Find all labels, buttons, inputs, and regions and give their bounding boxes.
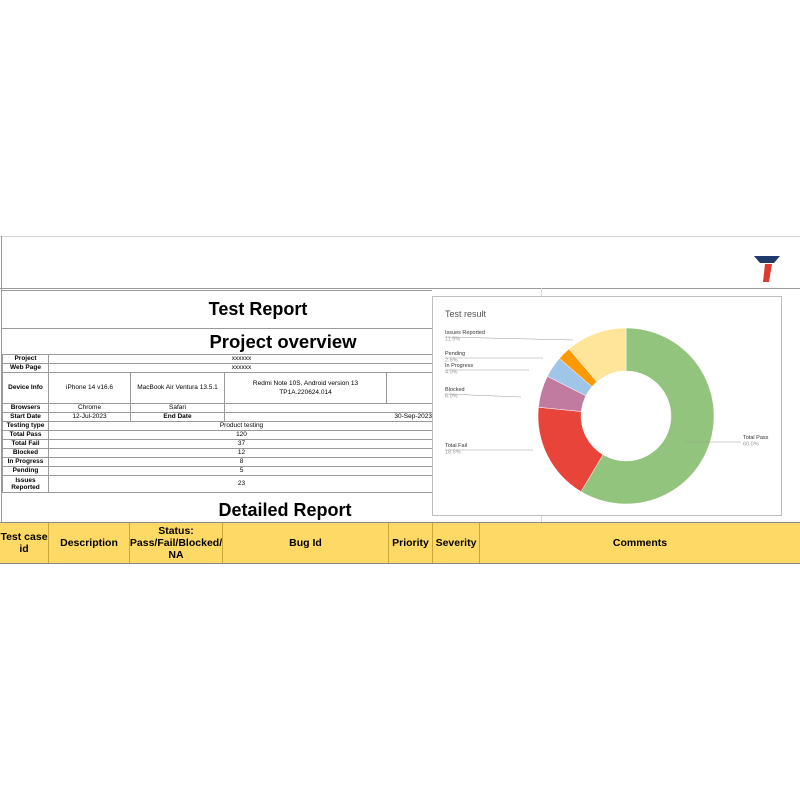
end-date-value: 30-Sep-2023: [224, 412, 435, 422]
table-row: Start Date 12-Jul-2023 End Date 30-Sep-2…: [2, 412, 435, 422]
leader-line-issues-reported: [444, 336, 574, 341]
report-title: Test Report: [208, 299, 308, 319]
table-row: Total Fail 37: [2, 439, 435, 449]
device-cell: Redmi Note 10S, Android version 13 TP1A.…: [224, 372, 387, 404]
total-fail-value: 37: [48, 439, 435, 449]
project-label: Project: [2, 354, 49, 364]
table-row: Web Page xxxxxx: [2, 363, 435, 373]
table-row: Pending 5: [2, 466, 435, 476]
project-overview-heading: Project overview: [209, 331, 357, 352]
column-header-description[interactable]: Description: [49, 523, 130, 563]
in-progress-value: 8: [48, 457, 435, 467]
browser-cell: Safari: [130, 403, 225, 413]
divider: [2, 290, 432, 291]
total-fail-label: Total Fail: [2, 439, 49, 449]
start-date-label: Start Date: [2, 412, 49, 422]
label-pending: Pending: [445, 351, 465, 357]
table-row: In Progress 8: [2, 457, 435, 467]
table-row: Browsers Chrome Safari: [2, 403, 435, 413]
label-blocked: Blocked: [445, 387, 465, 393]
pct-pending: 2.5%: [445, 358, 458, 364]
grid-line: [1, 236, 2, 562]
blocked-label: Blocked: [2, 448, 49, 458]
grid-line: [0, 288, 800, 289]
column-header-priority[interactable]: Priority: [389, 523, 433, 563]
start-date-value: 12-Jul-2023: [48, 412, 131, 422]
slice-issues-reported[interactable]: [568, 327, 627, 383]
grid-line: [541, 288, 542, 296]
chart-title: Test result: [445, 309, 487, 319]
device-label: Device Info: [2, 372, 49, 404]
detailed-report-heading: Detailed Report: [218, 500, 352, 520]
column-header-severity[interactable]: Severity: [433, 523, 480, 563]
end-date-label: End Date: [130, 412, 225, 422]
divider: [2, 328, 432, 329]
pending-label: Pending: [2, 466, 49, 476]
browsers-label: Browsers: [2, 403, 49, 413]
table-row: Issues Reported 23: [2, 475, 435, 493]
empty-cell: [224, 403, 435, 413]
pending-value: 5: [48, 466, 435, 476]
detailed-report-header-row: Test case id Description Status: Pass/Fa…: [0, 522, 800, 564]
webpage-label: Web Page: [2, 363, 49, 373]
pct-issues-reported: 11.5%: [445, 337, 460, 343]
grid-line: [541, 514, 542, 522]
project-value: xxxxxx: [48, 354, 435, 364]
device-cell: MacBook Air Ventura 13.5.1: [130, 372, 225, 404]
total-pass-label: Total Pass: [2, 430, 49, 440]
label-total-pass: Total Pass: [743, 435, 769, 441]
table-row: Testing type Product testing: [2, 421, 435, 431]
table-row: Total Pass 120: [2, 430, 435, 440]
label-in-progress: In Progress: [445, 363, 473, 369]
slice-total-pass[interactable]: [580, 327, 715, 505]
project-info-table: Project xxxxxx Web Page xxxxxx Device In…: [2, 354, 435, 493]
empty-cell: [386, 372, 435, 404]
total-pass-value: 120: [48, 430, 435, 440]
pct-blocked: 6.0%: [445, 394, 458, 400]
device-cell: iPhone 14 v16.6: [48, 372, 131, 404]
testing-type-value: Product testing: [48, 421, 435, 431]
table-row: Blocked 12: [2, 448, 435, 458]
column-header-bug-id[interactable]: Bug Id: [223, 523, 389, 563]
company-logo: [754, 256, 780, 282]
table-row: Device Info iPhone 14 v16.6 MacBook Air …: [2, 372, 435, 404]
browser-cell: Chrome: [48, 403, 131, 413]
column-header-status[interactable]: Status: Pass/Fail/Blocked/ NA: [129, 523, 223, 563]
testing-type-label: Testing type: [2, 421, 49, 431]
label-total-fail: Total Fail: [445, 443, 467, 449]
table-row: Project xxxxxx: [2, 354, 435, 364]
column-header-test-case-id[interactable]: Test case id: [0, 523, 49, 563]
grid-line: [0, 236, 800, 237]
leader-line-blocked: [444, 393, 522, 398]
blocked-value: 12: [48, 448, 435, 458]
issues-label: Issues Reported: [2, 475, 49, 493]
in-progress-label: In Progress: [2, 457, 49, 467]
issues-value: 23: [48, 475, 435, 493]
pct-total-fail: 18.5%: [445, 450, 461, 456]
column-header-comments[interactable]: Comments: [612, 537, 668, 549]
label-issues-reported: Issues Reported: [445, 330, 485, 336]
pct-total-pass: 60.0%: [743, 442, 759, 448]
spreadsheet-area: [0, 236, 800, 562]
pct-in-progress: 4.0%: [445, 370, 458, 376]
test-result-chart[interactable]: Test result Total Pass 60.0% Total Fail 18.…: [432, 296, 782, 516]
webpage-value: xxxxxx: [48, 363, 435, 373]
